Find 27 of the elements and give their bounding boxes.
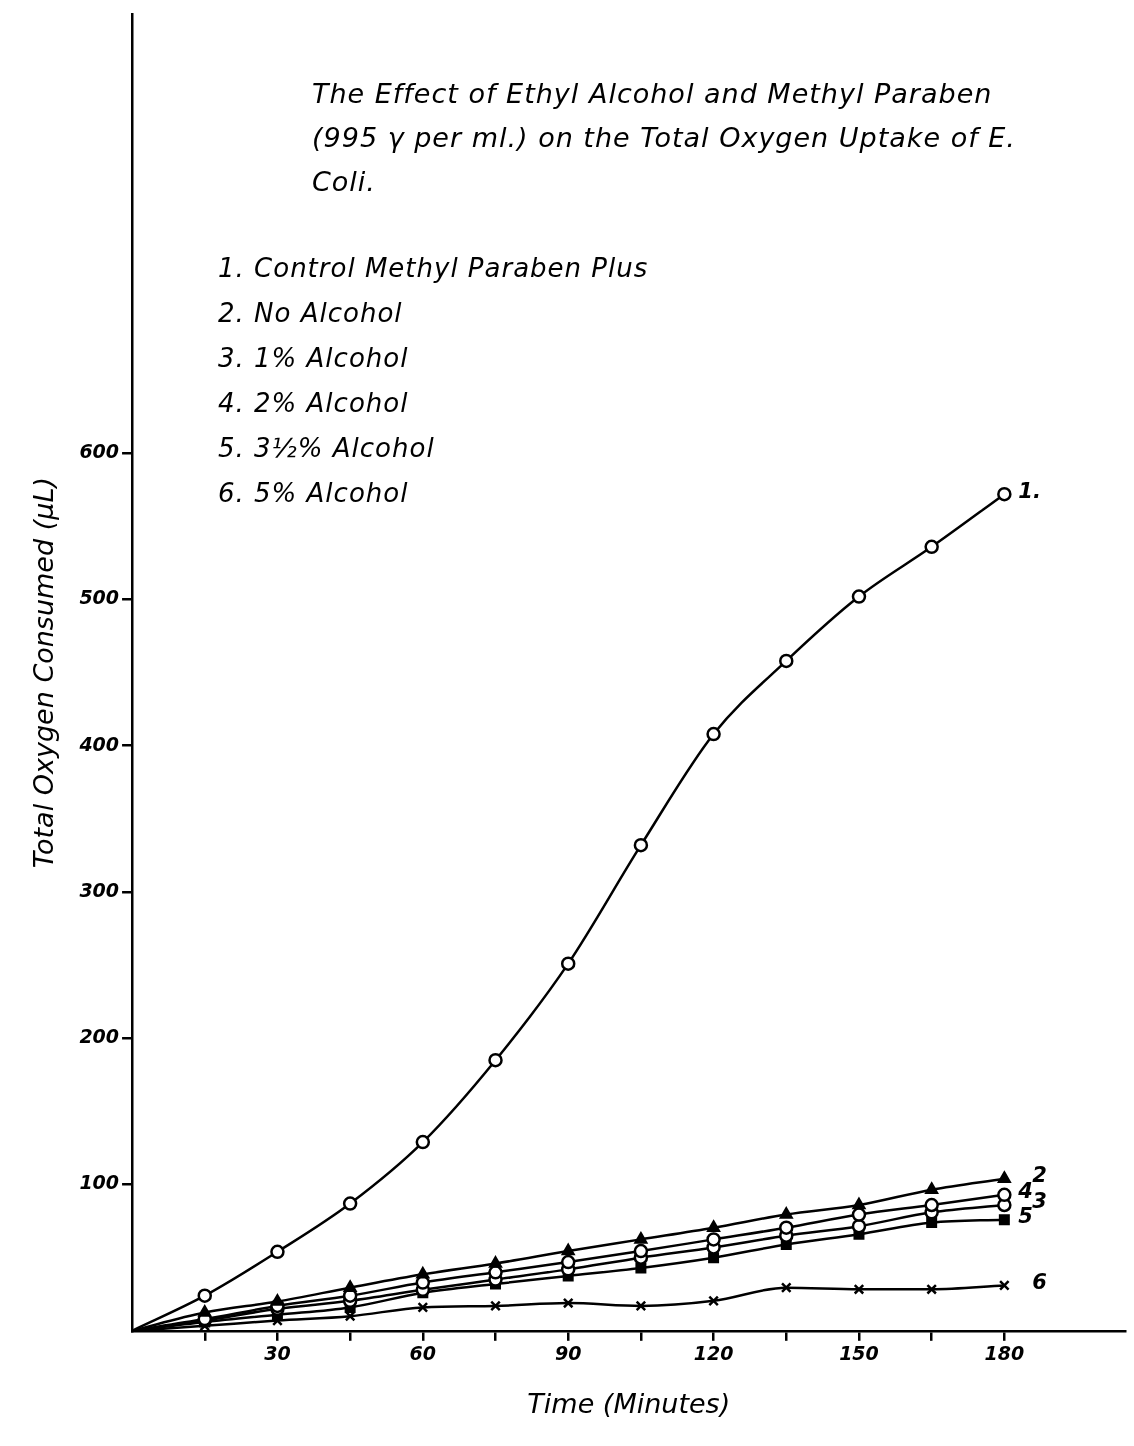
series-label: 5 — [1018, 1204, 1033, 1229]
annotation: 2. No Alcohol — [218, 297, 404, 330]
annotation: 5. 3½% Alcohol — [218, 432, 436, 465]
x-tick-label: 90 — [554, 1342, 582, 1365]
series-label: 6 — [1032, 1269, 1047, 1294]
series-label: 3 — [1032, 1189, 1047, 1214]
series-label: 2 — [1032, 1163, 1047, 1188]
y-tick-label: 300 — [79, 878, 120, 901]
y-axis-title: Total Oxygen Consumed (μL) — [28, 477, 60, 869]
x-axis-title: Time (Minutes) — [527, 1387, 731, 1419]
x-tick-label: 150 — [839, 1342, 879, 1365]
annotation: 3. 1% Alcohol — [218, 342, 410, 375]
y-tick-label: 600 — [79, 440, 120, 463]
x-tick-label: 60 — [409, 1342, 437, 1365]
series-label: 4 — [1017, 1179, 1033, 1204]
y-tick-label: 100 — [79, 1171, 120, 1194]
y-tick-label: 400 — [78, 732, 120, 755]
annotation: 6. 5% Alcohol — [218, 477, 410, 510]
text: The Effect of Ethyl Alcohol and Methyl Paraben (995 γ per ml.) on the Total Oxygen Uptake of E. Coli. — [312, 77, 1017, 199]
x-tick-label: 30 — [264, 1342, 291, 1365]
y-tick-label: 200 — [79, 1025, 120, 1048]
annotation: 1. Control Methyl Paraben Plus — [218, 252, 649, 285]
series-label: 1. — [1018, 478, 1041, 503]
y-tick-label: 500 — [79, 586, 120, 609]
x-tick-label: 120 — [693, 1342, 734, 1365]
x-tick-label: 180 — [984, 1342, 1025, 1365]
annotation: 4. 2% Alcohol — [218, 387, 410, 420]
